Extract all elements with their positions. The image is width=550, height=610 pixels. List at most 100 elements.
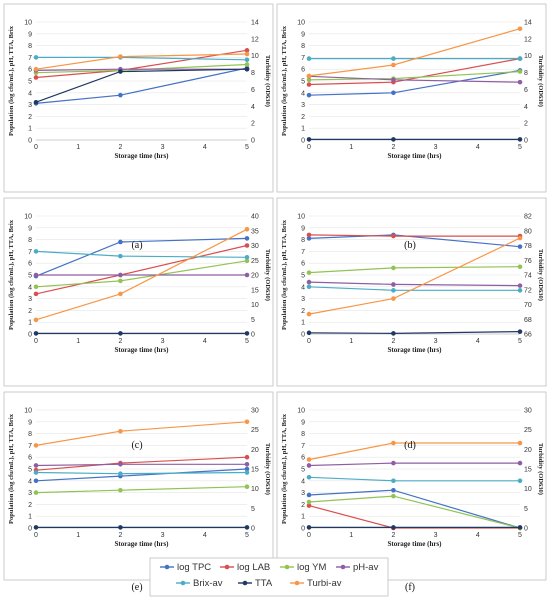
y-tick-label: 1 xyxy=(301,126,305,133)
y-tick-label: 2 xyxy=(28,114,32,121)
x-tick-label: 0 xyxy=(34,338,38,345)
x-tick-label: 0 xyxy=(34,144,38,151)
y-tick-label: 0 xyxy=(301,332,305,339)
y-tick-label: 7 xyxy=(28,249,32,256)
y2-tick-label: 5 xyxy=(524,506,528,513)
data-point-turbi-av xyxy=(391,62,396,68)
y-tick-label: 1 xyxy=(301,320,305,327)
y2-tick-label: 15 xyxy=(524,467,532,474)
data-point-ph-av xyxy=(306,463,312,468)
legend-label-brix-av: Brix-av xyxy=(193,578,223,589)
legend-marker-ph-av xyxy=(340,564,346,570)
y-axis-title: Population (log cfu/mL), pH, TTA, Brix xyxy=(8,25,15,136)
legend-label-log-lab: log LAB xyxy=(237,562,270,573)
y2-tick-label: 10 xyxy=(524,486,532,493)
y-axis-title: Population (log cfu/mL), pH, TTA, Brix xyxy=(281,219,288,330)
legend-marker-brix-av xyxy=(180,580,186,586)
data-point-brix-av xyxy=(391,288,396,293)
y-tick-label: 6 xyxy=(301,67,305,74)
legend-marker-log-ym xyxy=(284,564,290,570)
y-tick-label: 1 xyxy=(28,514,32,521)
data-point-brix-av xyxy=(306,56,312,61)
data-point-tta xyxy=(391,525,396,530)
x-tick-label: 1 xyxy=(349,338,353,345)
legend-marker-log-lab xyxy=(224,564,230,570)
data-point-brix-av xyxy=(33,470,39,475)
y-tick-label: 2 xyxy=(301,114,305,121)
y-tick-label: 2 xyxy=(301,502,305,509)
y-tick-label: 2 xyxy=(28,502,32,509)
data-point-tta xyxy=(33,331,39,336)
data-point-log-ym xyxy=(306,499,312,505)
data-point-log-lab xyxy=(244,454,250,460)
data-point-brix-av xyxy=(517,478,523,484)
legend-label-turbi-av: Turbi-av xyxy=(307,578,342,589)
y2-tick-label: 30 xyxy=(251,243,259,250)
data-point-log-ym xyxy=(33,284,39,290)
x-tick-label: 0 xyxy=(34,532,38,539)
y2-tick-label: 30 xyxy=(524,408,532,415)
data-point-turbi-av xyxy=(517,235,523,241)
y2-tick-label: 14 xyxy=(524,20,532,27)
y2-tick-label: 68 xyxy=(524,317,532,324)
legend-marker-log-tpc xyxy=(164,564,170,570)
data-point-log-lab xyxy=(306,82,312,87)
data-point-log-tpc xyxy=(118,239,123,245)
x-tick-label: 1 xyxy=(76,144,80,151)
y-tick-label: 3 xyxy=(301,296,305,303)
x-tick-label: 5 xyxy=(245,338,249,345)
data-point-turbi-av xyxy=(33,66,39,72)
data-point-ph-av xyxy=(517,79,523,85)
y-tick-label: 1 xyxy=(28,320,32,327)
panel-label: (a) xyxy=(131,240,142,251)
y-tick-label: 4 xyxy=(301,284,305,291)
data-point-turbi-av xyxy=(118,291,123,297)
y-tick-label: 4 xyxy=(301,90,305,97)
data-point-log-ym xyxy=(244,62,250,67)
y2-axis-title: Turbidity (OD630) xyxy=(537,249,544,301)
y2-tick-label: 20 xyxy=(524,447,532,454)
x-axis-title: Storage time (hrs) xyxy=(114,540,169,548)
y-tick-label: 10 xyxy=(297,214,305,221)
y2-tick-label: 12 xyxy=(251,36,259,43)
data-point-tta xyxy=(517,329,523,334)
panel-label: (e) xyxy=(131,582,142,593)
legend-frame xyxy=(149,557,389,597)
legend-label-log-tpc: log TPC xyxy=(177,562,211,573)
data-point-ph-av xyxy=(118,272,123,278)
data-point-turbi-av xyxy=(118,428,123,434)
x-tick-label: 5 xyxy=(518,338,522,345)
y2-axis-title: Turbidity (OD630) xyxy=(264,443,271,495)
x-tick-label: 2 xyxy=(118,144,122,151)
y-tick-label: 10 xyxy=(24,408,32,415)
y2-tick-label: 25 xyxy=(524,427,532,434)
data-point-tta xyxy=(118,331,123,336)
x-tick-label: 3 xyxy=(434,338,438,345)
y2-tick-label: 0 xyxy=(251,138,255,145)
data-point-ph-av xyxy=(517,283,523,288)
y2-tick-label: 12 xyxy=(524,36,532,43)
y2-tick-label: 8 xyxy=(524,70,528,77)
data-point-turbi-av xyxy=(306,311,312,317)
data-point-log-ym xyxy=(517,264,523,270)
legend-label-log-ym: log YM xyxy=(297,562,326,573)
data-point-turbi-av xyxy=(244,226,250,232)
y2-tick-label: 8 xyxy=(251,70,255,77)
x-tick-label: 5 xyxy=(245,532,249,539)
data-point-brix-av xyxy=(33,249,39,254)
data-point-log-tpc xyxy=(244,236,250,241)
x-axis-title: Storage time (hrs) xyxy=(387,346,442,354)
y2-tick-label: 10 xyxy=(524,53,532,60)
data-point-log-ym xyxy=(517,69,523,74)
data-point-tta xyxy=(244,66,250,72)
y-tick-label: 3 xyxy=(28,102,32,109)
y-tick-label: 8 xyxy=(28,237,32,244)
y2-tick-label: 20 xyxy=(251,447,259,454)
x-axis-title: Storage time (hrs) xyxy=(387,540,442,548)
x-tick-label: 3 xyxy=(434,144,438,151)
y2-tick-label: 80 xyxy=(524,228,532,235)
data-point-brix-av xyxy=(306,284,312,290)
data-point-log-lab xyxy=(244,243,250,248)
data-point-brix-av xyxy=(118,471,123,477)
